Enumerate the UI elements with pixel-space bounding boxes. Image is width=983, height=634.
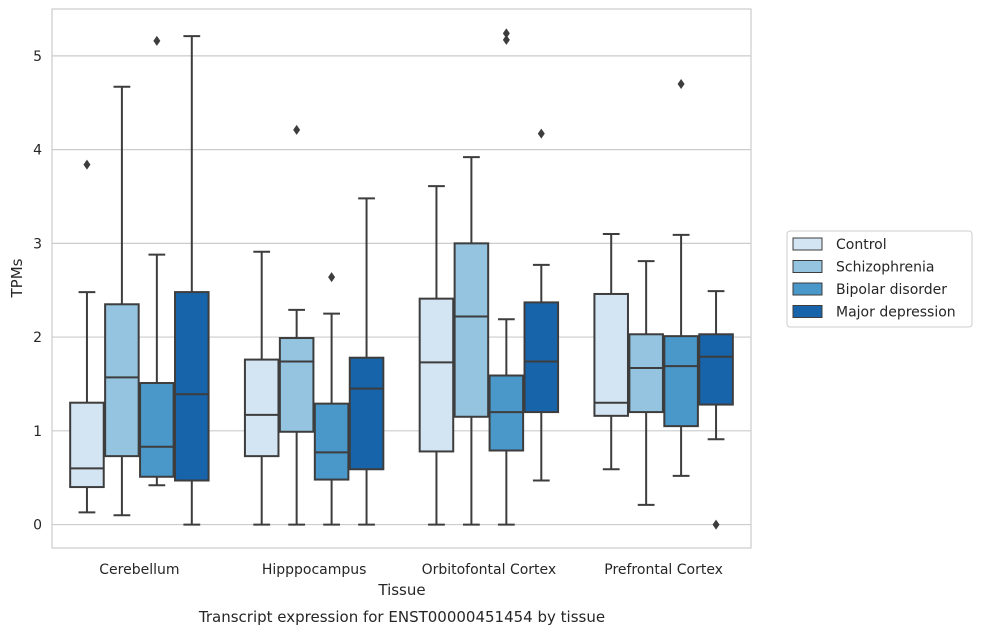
y-tick-label: 3	[33, 236, 42, 252]
y-tick-labels: 0 1 2 3 4 5	[33, 49, 42, 534]
box	[313, 402, 350, 481]
y-tick-label: 0	[33, 518, 42, 534]
box-group	[628, 260, 664, 506]
figure-caption: Transcript expression for ENST0000045145…	[198, 608, 605, 626]
outlier-point	[153, 35, 161, 46]
box	[278, 337, 315, 433]
outlier-point	[537, 128, 545, 139]
outlier-point	[328, 272, 336, 283]
outlier-point	[712, 519, 720, 530]
box-group	[488, 28, 525, 526]
box-group	[698, 290, 734, 530]
box	[628, 333, 664, 414]
box-group	[453, 156, 490, 526]
outlier-point	[502, 28, 510, 39]
x-tick-label: Orbitofontal Cortex	[422, 562, 557, 578]
y-tick-label: 2	[33, 330, 42, 346]
outlier-point	[83, 159, 91, 170]
box-group	[418, 185, 455, 526]
y-tick-label: 5	[33, 49, 42, 65]
box	[104, 303, 140, 458]
box-group	[348, 197, 385, 526]
box-group	[523, 128, 560, 482]
legend-label: Control	[836, 237, 887, 253]
box	[243, 358, 280, 458]
legend-frame	[786, 230, 973, 328]
y-axis-label: TPMs	[8, 258, 26, 298]
box	[418, 297, 455, 453]
x-axis-label: Tissue	[377, 581, 425, 599]
box-group	[278, 124, 315, 526]
box-group	[593, 232, 629, 471]
legend-swatch	[792, 260, 823, 273]
box	[174, 291, 210, 482]
box	[348, 356, 385, 471]
y-tick-label: 4	[33, 143, 42, 159]
box-group	[313, 272, 350, 526]
legend-label: Schizophrenia	[836, 260, 934, 276]
box-group	[104, 85, 140, 517]
boxes	[69, 28, 734, 530]
legend-swatch	[792, 237, 823, 251]
box-group	[663, 78, 699, 477]
x-tick-label: Hipppocampus	[262, 562, 367, 578]
x-tick-label: Cerebellum	[99, 562, 179, 578]
box	[593, 292, 629, 417]
box-group	[243, 250, 280, 526]
box	[453, 242, 490, 418]
x-tick-labels: Cerebellum Hipppocampus Orbitofontal Corte…	[99, 562, 723, 578]
x-tick-label: Prefrontal Cortex	[604, 562, 723, 578]
legend-label: Major depression	[836, 305, 956, 321]
legend: Control Schizophrenia Bipolar disorder Majo…	[786, 230, 973, 328]
legend-swatch	[792, 282, 823, 296]
outlier-point	[677, 78, 685, 89]
outlier-point	[502, 34, 510, 45]
box	[663, 335, 699, 428]
box	[523, 301, 560, 414]
legend-label: Bipolar disorder	[836, 282, 947, 298]
box-group	[139, 35, 175, 487]
outlier-point	[293, 124, 301, 135]
box-group	[69, 159, 105, 514]
box	[698, 333, 734, 406]
box	[69, 401, 105, 489]
plot-frame	[51, 8, 752, 549]
box	[139, 382, 175, 478]
box-group	[174, 35, 210, 526]
legend-swatch	[792, 305, 823, 318]
y-tick-label: 1	[33, 424, 42, 440]
